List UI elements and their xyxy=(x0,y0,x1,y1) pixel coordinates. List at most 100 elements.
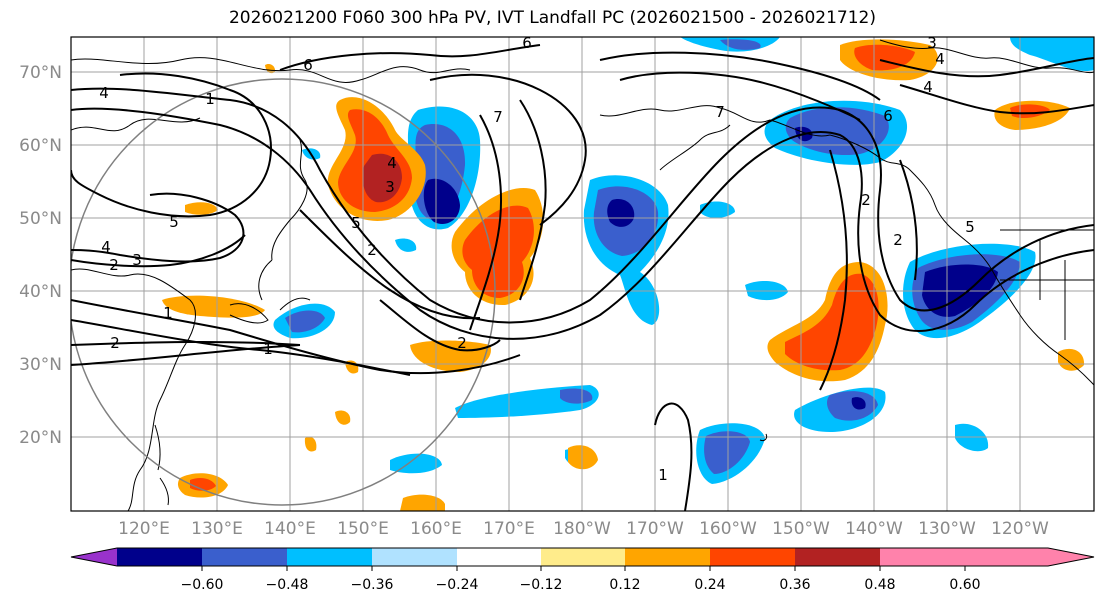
colorbar-tick-label: 0.12 xyxy=(609,577,640,593)
lon-label: 170°E xyxy=(483,519,535,539)
neg-anomaly-region xyxy=(720,39,761,50)
neg-anomaly-region xyxy=(560,388,593,404)
contour-label: 2 xyxy=(367,241,377,259)
colorbar-tick-label: −0.12 xyxy=(520,577,563,593)
contour-label: 4 xyxy=(387,154,397,172)
contour-label: 1 xyxy=(658,466,668,484)
map-frame xyxy=(70,36,1095,512)
contour-label: 2 xyxy=(109,256,119,274)
colorbar-tick-label: −0.48 xyxy=(266,577,309,593)
lon-label: 160°W xyxy=(699,519,757,539)
colorbar-ticks xyxy=(201,566,966,571)
contour-label: 3 xyxy=(927,34,937,52)
contour-label: 2 xyxy=(893,231,903,249)
pos-anomaly-region xyxy=(304,436,317,452)
pv-contours xyxy=(71,44,1094,511)
pos-anomaly-region xyxy=(462,205,534,298)
pos-anomaly-region xyxy=(568,445,598,470)
longitude-labels: 120°E 130°E 140°E 150°E 160°E 170°E 180°… xyxy=(118,519,1049,539)
contour-label: 5 xyxy=(169,213,179,231)
colorbar-outline xyxy=(70,547,1095,567)
contour-label: 2 xyxy=(457,334,467,352)
colorbar-segment xyxy=(71,548,117,566)
contour-label: 6 xyxy=(522,34,532,52)
contour-label: 4 xyxy=(101,238,111,256)
colorbar-segment xyxy=(541,548,625,566)
contour-label: 5 xyxy=(965,218,975,236)
lon-label: 120°E xyxy=(118,519,170,539)
neg-anomaly-region xyxy=(1010,37,1094,72)
contour-label: 2 xyxy=(861,191,871,209)
contour-label: 4 xyxy=(923,78,933,96)
colorbar-segment xyxy=(372,548,457,566)
neg-anomaly-region xyxy=(827,391,878,421)
lon-label: 130°W xyxy=(918,519,976,539)
contour-label: 2 xyxy=(110,334,120,352)
lon-label: 140°W xyxy=(845,519,903,539)
pos-anomaly-region xyxy=(335,410,351,425)
neg-anomaly-region xyxy=(395,238,417,252)
pos-anomaly-region xyxy=(162,295,265,318)
colorbar-segment xyxy=(710,548,795,566)
contour-label: 1 xyxy=(263,340,273,358)
colorbar-segment xyxy=(202,548,287,566)
latitude-labels: 70°N 60°N 50°N 40°N 30°N 20°N xyxy=(19,63,62,448)
colorbar-segment xyxy=(880,548,965,566)
neg-anomaly-region xyxy=(607,199,635,227)
lon-label: 150°W xyxy=(772,519,830,539)
colorbar-segment xyxy=(965,548,1094,566)
contour-label: 5 xyxy=(351,214,361,232)
colorbar-tick-label: 0.36 xyxy=(779,577,810,593)
neg-anomaly-region xyxy=(423,178,460,225)
lon-label: 170°W xyxy=(626,519,684,539)
contour-label: 6 xyxy=(883,107,893,125)
lat-label: 60°N xyxy=(19,136,62,156)
neg-anomaly-region xyxy=(285,310,325,333)
lon-label: 130°E xyxy=(191,519,243,539)
contour-labels: 6 3 4 4 1 6 5 4 2 3 1 2 1 4 5 3 2 2 7 7 … xyxy=(99,34,975,484)
colorbar-segment xyxy=(287,548,372,566)
colorbar-segment xyxy=(117,548,202,566)
pos-anomaly-region xyxy=(1058,348,1085,371)
neg-anomaly-region xyxy=(851,397,866,410)
pos-anomaly-region xyxy=(785,273,879,371)
lat-label: 20°N xyxy=(19,428,62,448)
contour-label: 7 xyxy=(715,103,725,121)
lat-label: 70°N xyxy=(19,63,62,83)
colorbar-tick-label: −0.36 xyxy=(351,577,394,593)
neg-anomaly-region xyxy=(785,107,889,156)
lon-label: 120°W xyxy=(991,519,1049,539)
pos-anomaly-region xyxy=(185,202,218,215)
coastlines xyxy=(71,39,1094,511)
contour-label: 6 xyxy=(303,56,313,74)
contour-label: 7 xyxy=(493,108,503,126)
lon-label: 140°E xyxy=(264,519,316,539)
colorbar-tick-label: −0.60 xyxy=(181,577,224,593)
colorbar-tick-label: 0.24 xyxy=(694,577,725,593)
colorbar-segment xyxy=(795,548,880,566)
colorbar: −0.60 −0.48 −0.36 −0.24 −0.12 0.12 0.24 … xyxy=(70,547,1095,593)
contour-label: 1 xyxy=(163,304,173,322)
colorbar-tick-label: 0.48 xyxy=(864,577,895,593)
colorbar-segment xyxy=(625,548,710,566)
pos-anomaly-region xyxy=(400,494,445,511)
neg-anomaly-region xyxy=(700,201,735,218)
contour-label: 4 xyxy=(935,50,945,68)
lat-label: 30°N xyxy=(19,355,62,375)
pos-anomaly-region xyxy=(362,153,402,203)
lat-label: 40°N xyxy=(19,282,62,302)
landfall-radius-circle xyxy=(71,78,496,506)
lon-label: 160°E xyxy=(410,519,462,539)
colorbar-tick-label: 0.60 xyxy=(949,577,980,593)
lat-label: 50°N xyxy=(19,209,62,229)
neg-anomaly-region xyxy=(390,453,442,474)
ivt-anomaly-shading xyxy=(162,37,1094,511)
colorbar-tick-label: −0.24 xyxy=(436,577,479,593)
colorbar-segment xyxy=(457,548,541,566)
lon-label: 150°E xyxy=(337,519,389,539)
lon-label: 180°W xyxy=(553,519,611,539)
contour-label: 3 xyxy=(385,178,395,196)
graticule xyxy=(71,37,1094,511)
neg-anomaly-region xyxy=(704,431,750,474)
